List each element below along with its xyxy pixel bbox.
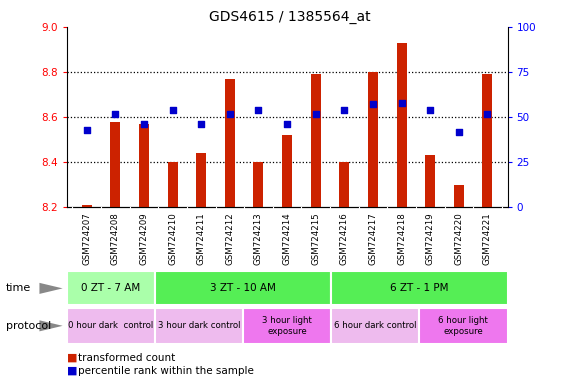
Point bbox=[426, 107, 435, 113]
Text: 3 ZT - 10 AM: 3 ZT - 10 AM bbox=[210, 283, 276, 293]
Point bbox=[82, 127, 92, 133]
Text: 0 hour dark  control: 0 hour dark control bbox=[68, 321, 153, 330]
Bar bbox=[425, 156, 435, 207]
Polygon shape bbox=[39, 283, 63, 294]
Text: GSM724212: GSM724212 bbox=[226, 212, 234, 265]
Bar bbox=[368, 72, 378, 207]
Text: GSM724218: GSM724218 bbox=[397, 212, 406, 265]
Bar bbox=[311, 74, 321, 207]
Text: GSM724208: GSM724208 bbox=[111, 212, 120, 265]
Text: protocol: protocol bbox=[6, 321, 51, 331]
Point bbox=[282, 121, 292, 127]
Text: ■: ■ bbox=[67, 366, 77, 376]
Bar bbox=[155, 308, 243, 344]
Text: ■: ■ bbox=[67, 353, 77, 363]
Bar bbox=[331, 271, 508, 305]
Point bbox=[311, 111, 320, 117]
Text: 0 ZT - 7 AM: 0 ZT - 7 AM bbox=[81, 283, 140, 293]
Bar bbox=[139, 124, 149, 207]
Bar bbox=[253, 162, 263, 207]
Point bbox=[225, 111, 234, 117]
Text: GSM724217: GSM724217 bbox=[368, 212, 378, 265]
Text: GSM724214: GSM724214 bbox=[282, 212, 292, 265]
Point bbox=[368, 101, 378, 108]
Text: GSM724213: GSM724213 bbox=[254, 212, 263, 265]
Point bbox=[397, 99, 406, 106]
Bar bbox=[67, 308, 155, 344]
Polygon shape bbox=[39, 320, 63, 331]
Text: GSM724220: GSM724220 bbox=[454, 212, 463, 265]
Bar bbox=[454, 185, 464, 207]
Bar bbox=[282, 135, 292, 207]
Text: GSM724211: GSM724211 bbox=[197, 212, 206, 265]
Text: 6 hour dark control: 6 hour dark control bbox=[334, 321, 416, 330]
Bar bbox=[339, 162, 349, 207]
Point bbox=[483, 111, 492, 117]
Bar bbox=[155, 271, 331, 305]
Bar bbox=[397, 43, 407, 207]
Text: GSM724215: GSM724215 bbox=[311, 212, 320, 265]
Point bbox=[139, 121, 148, 127]
Text: GSM724219: GSM724219 bbox=[426, 212, 435, 265]
Point bbox=[111, 111, 120, 117]
Text: GSM724209: GSM724209 bbox=[139, 212, 148, 265]
Text: transformed count: transformed count bbox=[78, 353, 176, 363]
Bar bbox=[196, 153, 206, 207]
Text: 3 hour light
exposure: 3 hour light exposure bbox=[262, 316, 312, 336]
Text: GDS4615 / 1385564_at: GDS4615 / 1385564_at bbox=[209, 10, 371, 23]
Text: time: time bbox=[6, 283, 31, 293]
Bar bbox=[110, 122, 121, 207]
Bar bbox=[331, 308, 419, 344]
Text: 6 hour light
exposure: 6 hour light exposure bbox=[438, 316, 488, 336]
Point bbox=[254, 107, 263, 113]
Text: percentile rank within the sample: percentile rank within the sample bbox=[78, 366, 254, 376]
Text: 6 ZT - 1 PM: 6 ZT - 1 PM bbox=[390, 283, 448, 293]
Bar bbox=[483, 74, 492, 207]
Bar bbox=[168, 162, 177, 207]
Bar bbox=[419, 308, 508, 344]
Bar bbox=[67, 271, 155, 305]
Text: GSM724216: GSM724216 bbox=[340, 212, 349, 265]
Bar bbox=[243, 308, 331, 344]
Text: GSM724221: GSM724221 bbox=[483, 212, 492, 265]
Point bbox=[454, 129, 463, 135]
Point bbox=[340, 107, 349, 113]
Text: 3 hour dark control: 3 hour dark control bbox=[158, 321, 240, 330]
Bar bbox=[82, 205, 92, 207]
Bar bbox=[225, 79, 235, 207]
Point bbox=[168, 107, 177, 113]
Point bbox=[197, 121, 206, 127]
Text: GSM724207: GSM724207 bbox=[82, 212, 91, 265]
Text: GSM724210: GSM724210 bbox=[168, 212, 177, 265]
